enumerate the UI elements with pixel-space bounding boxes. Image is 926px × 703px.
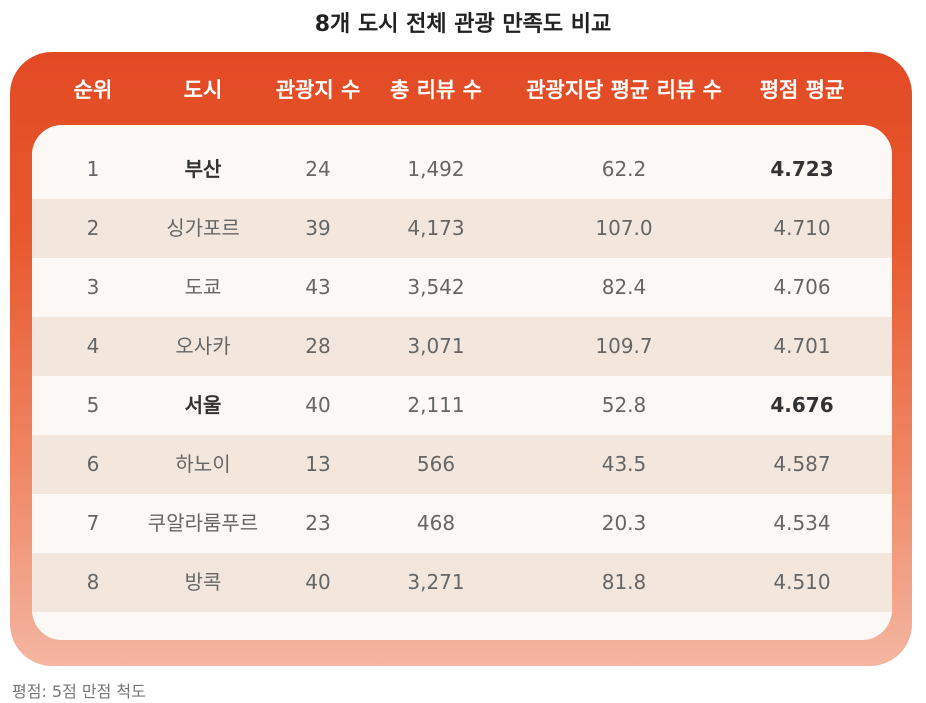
table-row: 6 하노이 13 566 43.5 4.587 [32,435,892,494]
table-cell: 4.710 [773,216,831,240]
table-cell: 13 [305,452,331,476]
table-cell: 39 [305,216,331,240]
table-row: 2 싱가포르 39 4,173 107.0 4.710 [32,199,892,258]
table-cell: 서울 [184,393,222,417]
table-cell: 82.4 [601,275,647,299]
table-cell: 방콕 [184,570,222,594]
table-cell: 4.534 [773,511,831,535]
table-cell: 3,271 [407,570,465,594]
table-row: 7 쿠알라룸푸르 23 468 20.3 4.534 [32,494,892,553]
table-row: 3 도쿄 43 3,542 82.4 4.706 [32,258,892,317]
column-header: 관광지 수 [275,78,361,102]
column-header: 평점 평균 [759,78,845,102]
table-cell: 23 [305,511,331,535]
table-cell: 24 [305,157,331,181]
table-body: 1 부산 24 1,492 62.2 4.723 2 싱가포르 39 4,173 107.0 4.71… [32,125,892,640]
table-cell: 43 [305,275,331,299]
table-row: 1 부산 24 1,492 62.2 4.723 [32,140,892,199]
table-cell: 3,071 [407,334,465,358]
table-cell: 8 [86,570,100,594]
table-cell: 쿠알라룸푸르 [147,511,259,535]
table-cell: 107.0 [595,216,653,240]
table-cell: 566 [416,452,456,476]
column-header: 순위 [73,78,113,102]
table-cell: 40 [305,393,331,417]
table-cell: 1,492 [407,157,465,181]
column-header: 관광지당 평균 리뷰 수 [526,78,722,102]
table-cell: 43.5 [601,452,647,476]
table-cell: 109.7 [595,334,653,358]
table-cell: 62.2 [601,157,647,181]
table-cell: 4.706 [773,275,831,299]
table-cell: 28 [305,334,331,358]
table-cell: 4.676 [770,393,834,417]
table-cell: 4 [86,334,100,358]
footnote: 평점: 5점 만점 척도 [12,682,146,701]
table-cell: 3,542 [407,275,465,299]
table-cell: 40 [305,570,331,594]
table-cell: 4.701 [773,334,831,358]
table-cell: 1 [86,157,100,181]
table-cell: 오사카 [175,334,231,358]
table-frame: 1 부산 24 1,492 62.2 4.723 2 싱가포르 39 4,173 107.0 4.71… [10,52,912,666]
table-cell: 81.8 [601,570,647,594]
table-cell: 468 [416,511,456,535]
table-cell: 5 [86,393,100,417]
table-cell: 부산 [184,157,222,181]
column-header: 총 리뷰 수 [390,78,482,102]
table-row: 4 오사카 28 3,071 109.7 4.701 [32,317,892,376]
table-cell: 싱가포르 [166,216,240,240]
column-header: 도시 [183,78,223,102]
table-cell: 2,111 [407,393,465,417]
table-cell: 7 [86,511,100,535]
table-cell: 4.510 [773,570,831,594]
table-cell: 4.723 [770,157,834,181]
table-cell: 2 [86,216,100,240]
table-cell: 3 [86,275,100,299]
title: 8개 도시 전체 관광 만족도 비교 [314,12,612,37]
table-row: 5 서울 40 2,111 52.8 4.676 [32,376,892,435]
table-cell: 52.8 [601,393,647,417]
table-row: 8 방콕 40 3,271 81.8 4.510 [32,553,892,612]
table-cell: 4,173 [407,216,465,240]
table-cell: 하노이 [175,452,231,476]
table-cell: 20.3 [601,511,647,535]
table-cell: 4.587 [773,452,831,476]
table-cell: 도쿄 [184,275,222,299]
table-cell: 6 [86,452,100,476]
